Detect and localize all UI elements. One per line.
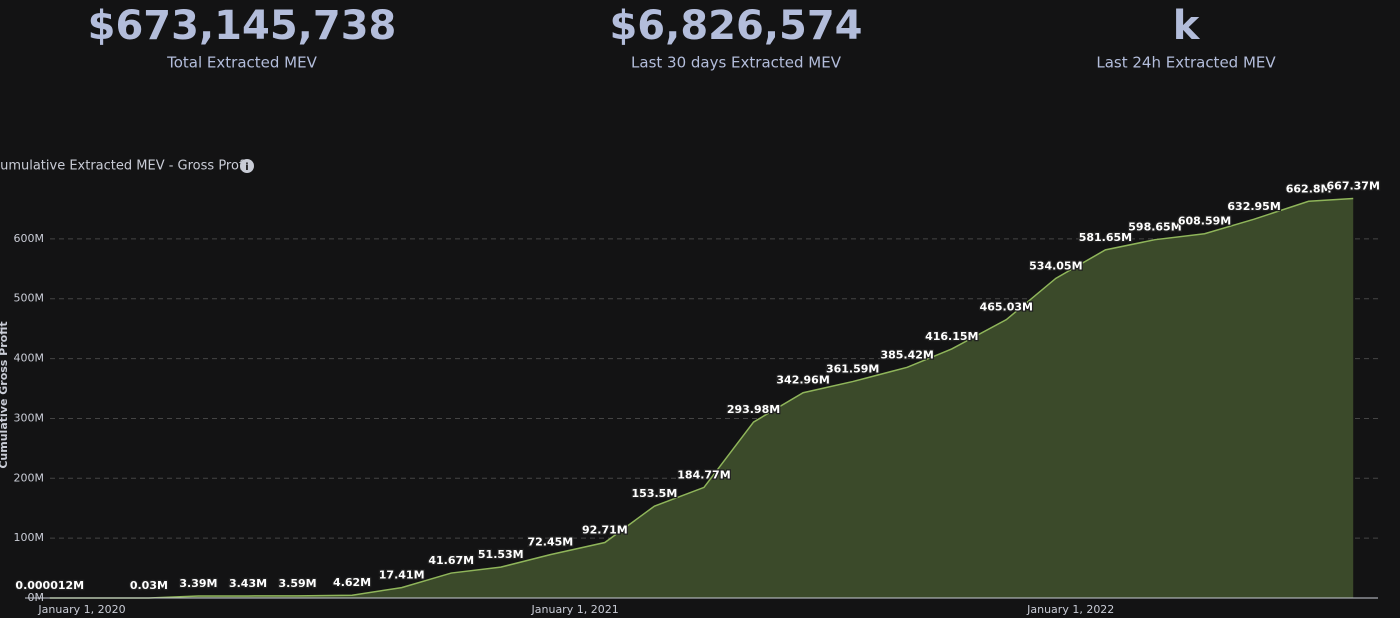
stat-value: k bbox=[1173, 3, 1201, 49]
data-label: 581.65M bbox=[1079, 231, 1132, 244]
data-label: 662.8M bbox=[1286, 182, 1332, 195]
data-label: 184.77M bbox=[677, 468, 730, 481]
data-label: 92.71M bbox=[582, 524, 628, 537]
data-label: 3.59M bbox=[279, 577, 317, 590]
data-label: 416.15M bbox=[925, 330, 978, 343]
data-label: 3.43M bbox=[229, 577, 267, 590]
info-icon[interactable] bbox=[240, 159, 254, 173]
data-label: 361.59M bbox=[826, 363, 879, 376]
data-label: 3.39M bbox=[179, 577, 217, 590]
area bbox=[49, 198, 1354, 598]
data-label: 632.95M bbox=[1227, 200, 1280, 213]
data-label: 72.45M bbox=[527, 536, 573, 549]
data-label: 51.53M bbox=[478, 548, 524, 561]
data-label: 41.67M bbox=[428, 554, 474, 567]
stat-label: Last 30 days Extracted MEV bbox=[631, 54, 842, 72]
info-icon-glyph: i bbox=[245, 162, 248, 173]
x-tick-label: January 1, 2021 bbox=[531, 603, 619, 616]
data-label: 0.03M bbox=[130, 579, 168, 592]
data-label: 608.59M bbox=[1178, 215, 1231, 228]
y-tick-label: 100M bbox=[14, 531, 45, 544]
data-label: 4.62M bbox=[333, 576, 371, 589]
line bbox=[49, 197, 1354, 599]
data-label: 667.37M bbox=[1327, 180, 1380, 193]
y-tick-label: 200M bbox=[14, 471, 45, 484]
data-label: 17.41M bbox=[379, 569, 425, 582]
data-label: 385.42M bbox=[880, 348, 933, 361]
y-tick-label: 500M bbox=[14, 292, 45, 305]
stat-label: Last 24h Extracted MEV bbox=[1096, 54, 1276, 72]
y-tick-label: 300M bbox=[14, 411, 45, 424]
x-tick-label: January 1, 2022 bbox=[1026, 603, 1114, 616]
x-tick-label: January 1, 2020 bbox=[37, 603, 125, 616]
chart-title: Cumulative Extracted MEV - Gross Profit bbox=[0, 159, 252, 174]
data-label: 153.5M bbox=[632, 487, 678, 500]
y-axis-label: Cumulative Gross Profit bbox=[0, 321, 10, 468]
data-label: 293.98M bbox=[727, 403, 780, 416]
data-label: 598.65M bbox=[1128, 221, 1181, 234]
stat-value: $6,826,574 bbox=[609, 3, 862, 49]
y-tick-label: 400M bbox=[14, 352, 45, 365]
data-label: 465.03M bbox=[980, 301, 1033, 314]
stat-value: $673,145,738 bbox=[88, 3, 397, 49]
stat-label: Total Extracted MEV bbox=[166, 54, 317, 72]
data-label: 534.05M bbox=[1029, 259, 1082, 272]
data-label: 0.000012M bbox=[15, 579, 84, 592]
data-label: 342.96M bbox=[776, 374, 829, 387]
y-tick-label: 600M bbox=[14, 232, 45, 245]
